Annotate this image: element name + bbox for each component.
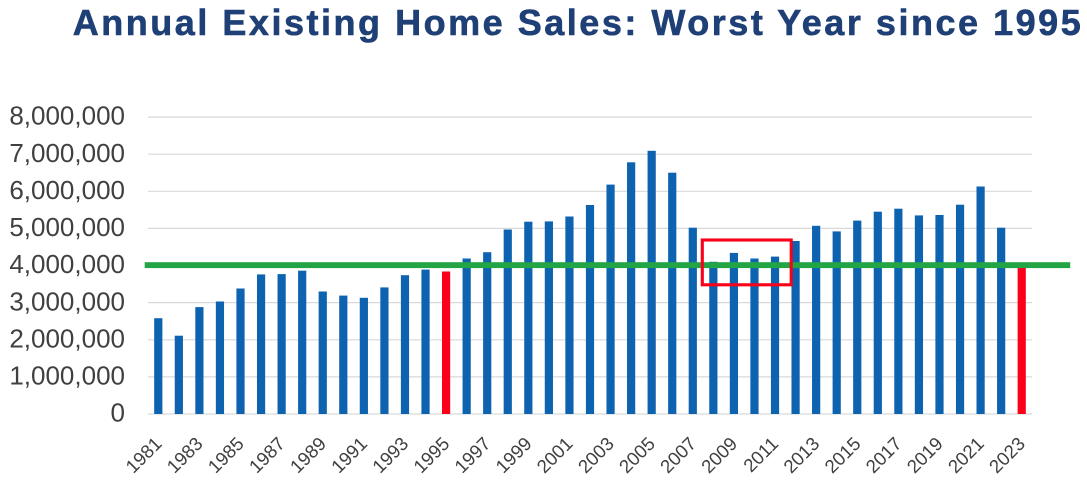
svg-text:2009: 2009 <box>697 433 741 477</box>
svg-text:2017: 2017 <box>861 433 905 477</box>
svg-text:1989: 1989 <box>286 433 330 477</box>
svg-text:7,000,000: 7,000,000 <box>9 138 125 168</box>
svg-text:1985: 1985 <box>204 433 248 477</box>
svg-text:2023: 2023 <box>985 433 1029 477</box>
svg-text:1987: 1987 <box>245 433 289 477</box>
svg-text:2015: 2015 <box>820 433 864 477</box>
svg-text:2019: 2019 <box>903 433 947 477</box>
svg-text:1983: 1983 <box>162 433 206 477</box>
svg-text:5,000,000: 5,000,000 <box>9 212 125 242</box>
svg-text:2,000,000: 2,000,000 <box>9 323 125 353</box>
svg-text:3,000,000: 3,000,000 <box>9 286 125 316</box>
svg-text:8,000,000: 8,000,000 <box>9 101 125 131</box>
svg-text:1981: 1981 <box>121 433 165 477</box>
svg-text:0: 0 <box>111 398 125 428</box>
svg-text:4,000,000: 4,000,000 <box>9 249 125 279</box>
svg-text:1993: 1993 <box>368 433 412 477</box>
svg-text:1995: 1995 <box>409 433 453 477</box>
svg-text:1999: 1999 <box>491 433 535 477</box>
svg-text:2003: 2003 <box>574 433 618 477</box>
svg-text:2007: 2007 <box>656 433 700 477</box>
svg-text:2005: 2005 <box>615 433 659 477</box>
svg-text:1991: 1991 <box>327 433 371 477</box>
svg-text:1997: 1997 <box>450 433 494 477</box>
svg-text:2011: 2011 <box>739 433 782 476</box>
svg-text:6,000,000: 6,000,000 <box>9 175 125 205</box>
svg-text:2013: 2013 <box>779 433 823 477</box>
svg-text:2021: 2021 <box>944 433 988 477</box>
svg-text:2001: 2001 <box>532 433 576 477</box>
svg-text:1,000,000: 1,000,000 <box>9 361 125 391</box>
